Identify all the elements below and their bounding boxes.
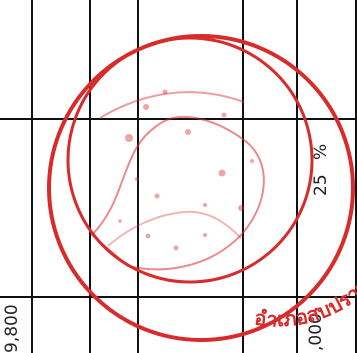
table-vertical-line-4 (242, 0, 244, 353)
table-vertical-line-2 (89, 0, 91, 353)
table-horizontal-line-top (0, 118, 357, 120)
table-vertical-line-1 (31, 0, 33, 353)
table-horizontal-line-bottom (0, 296, 357, 298)
table-vertical-line-5 (296, 0, 298, 353)
table-vertical-line-3 (137, 0, 139, 353)
table-vertical-line-6 (355, 0, 357, 353)
